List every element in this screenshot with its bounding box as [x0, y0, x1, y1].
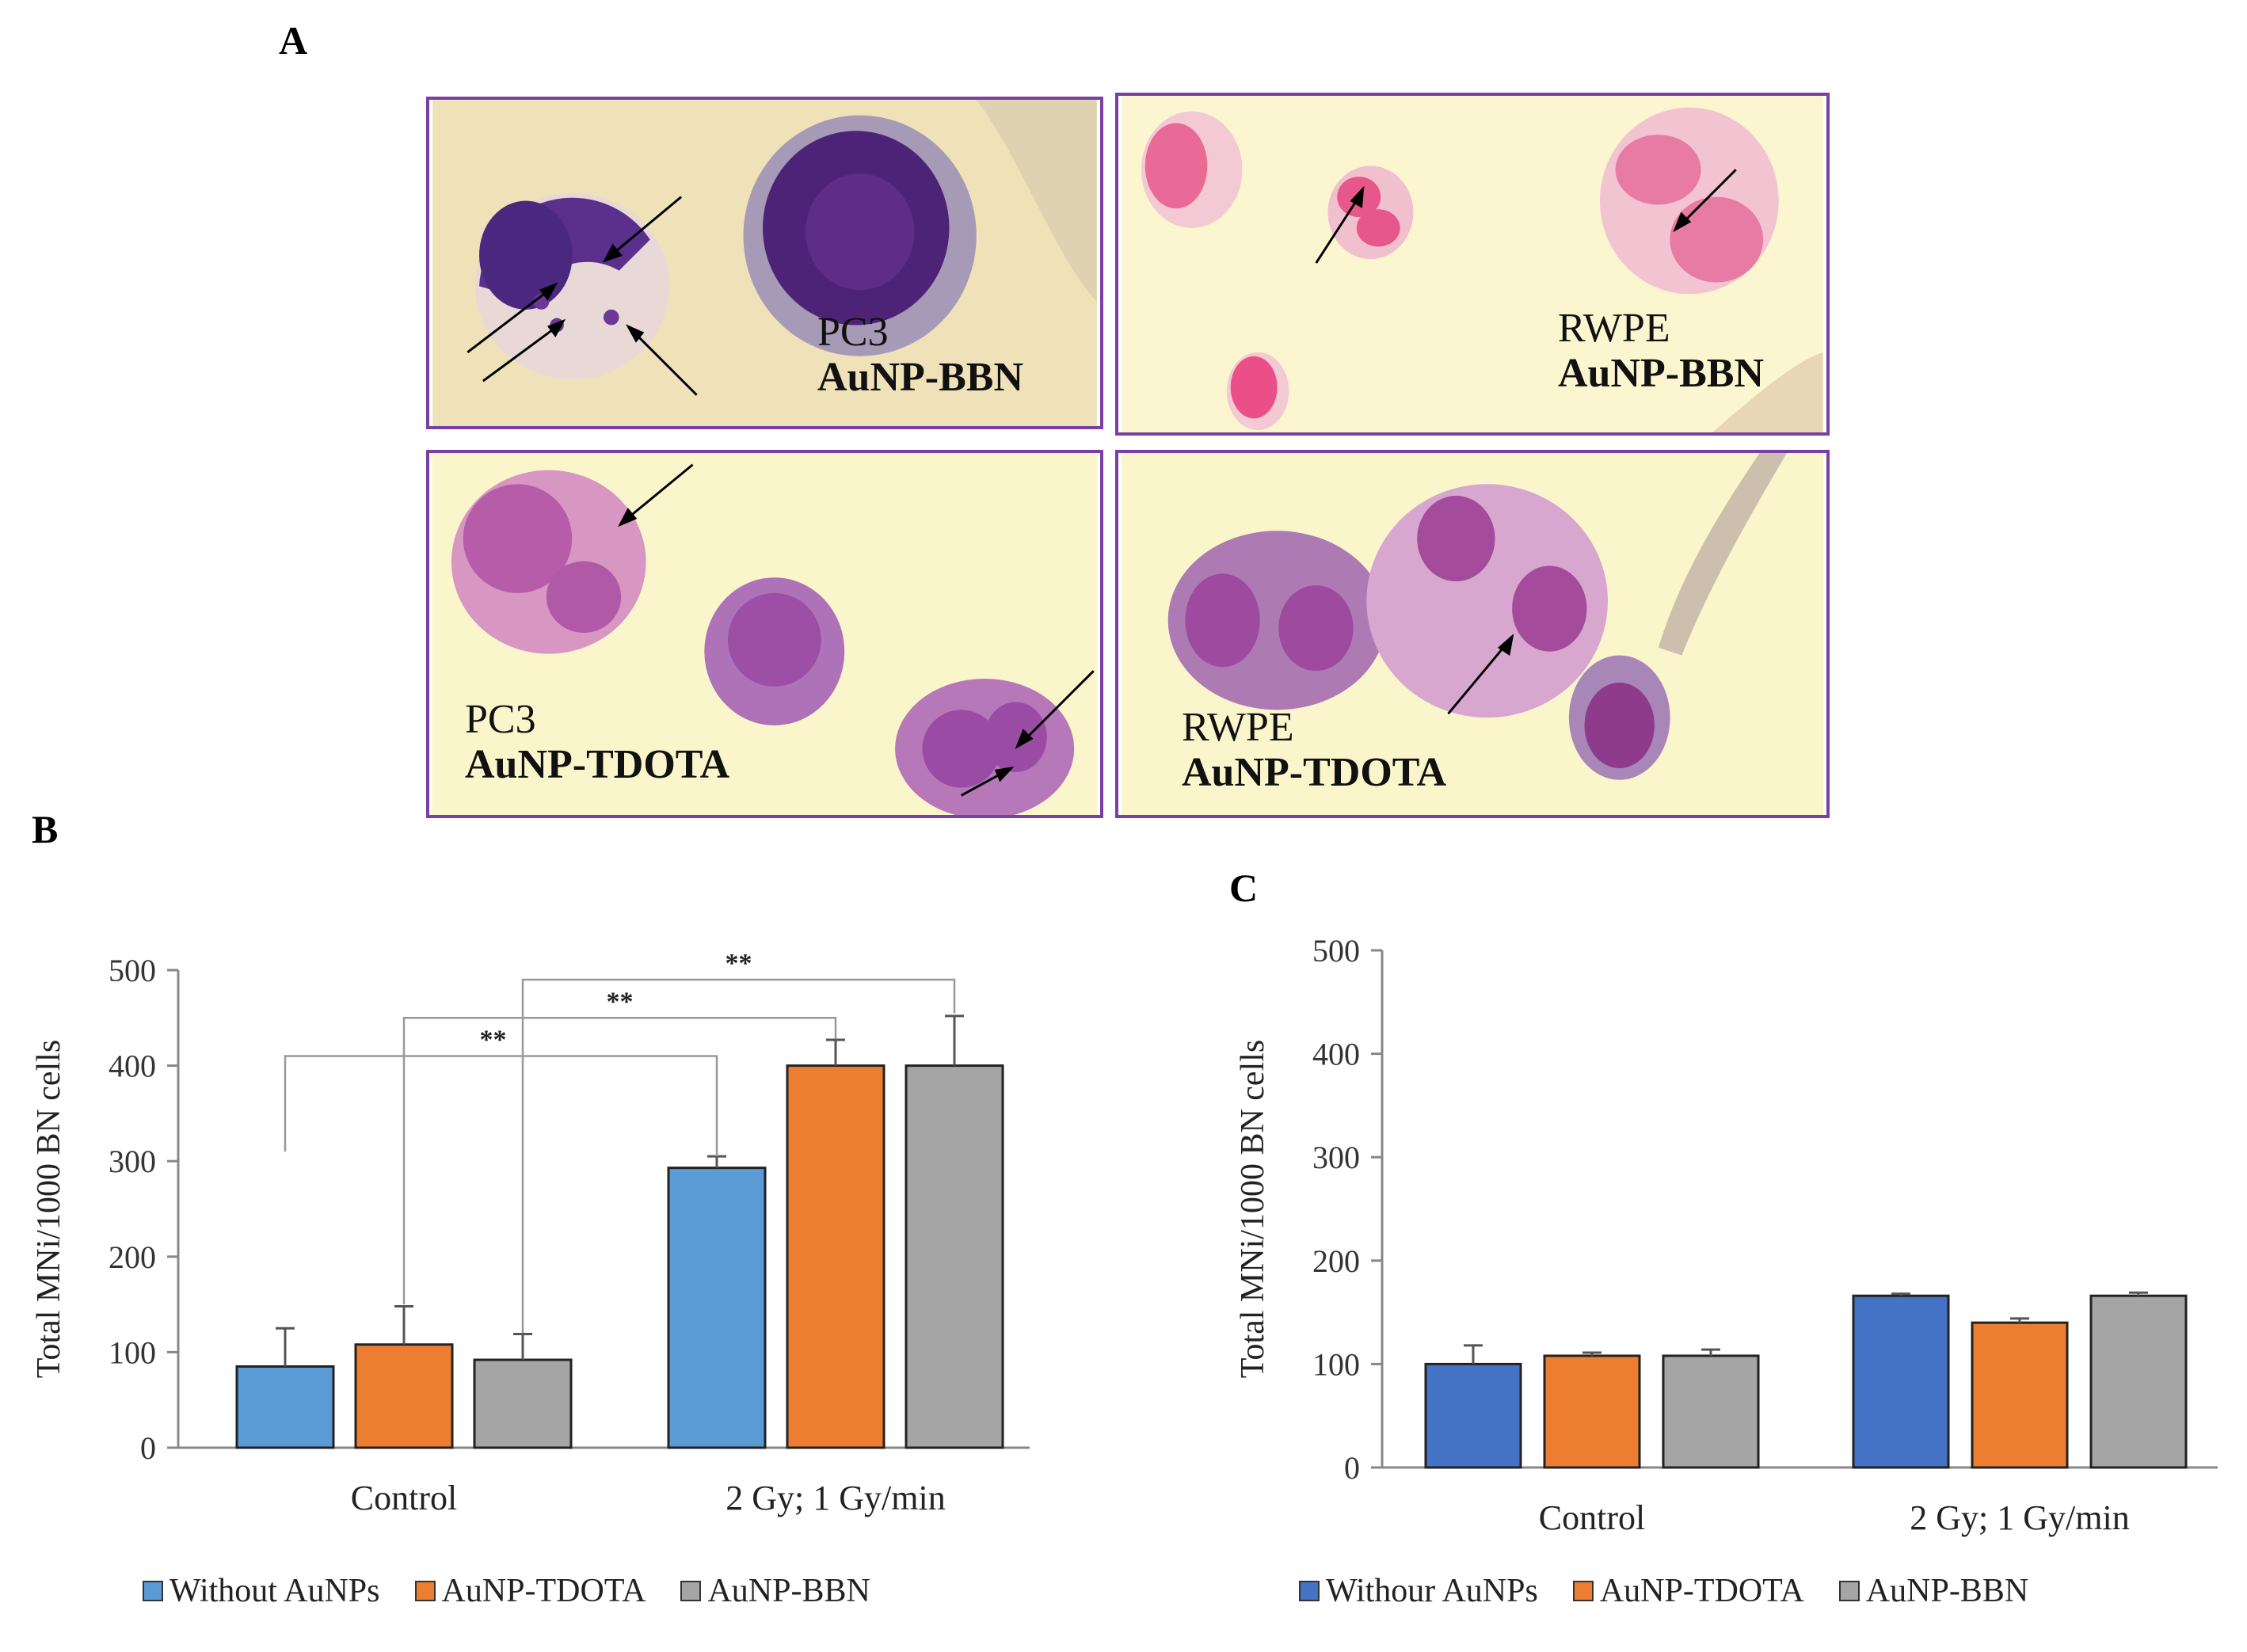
micrograph-rwpe-tdota: RWPE AuNP-TDOTA — [1115, 450, 1830, 818]
y-axis-title: Total MNi/1000 BN cells — [31, 1040, 67, 1379]
legend-label: AuNP-TDOTA — [1599, 1573, 1804, 1609]
y-tick-label: 100 — [1312, 1346, 1360, 1382]
legend-label: Without AuNPs — [169, 1573, 380, 1609]
micrograph-pc3-tdota-image — [432, 453, 1098, 815]
y-tick-label: 0 — [1344, 1450, 1360, 1486]
bar — [354, 1343, 454, 1449]
significance-label: ** — [607, 987, 634, 1016]
y-tick-label: 300 — [1312, 1140, 1360, 1175]
y-tick-label: 300 — [109, 1144, 156, 1179]
significance-bracket — [402, 1017, 837, 1305]
legend-label: Withour AuNPs — [1326, 1573, 1538, 1609]
micrograph-rwpe-bbn-label: RWPE AuNP-BBN — [1558, 306, 1764, 396]
legend-swatch — [1299, 1581, 1320, 1601]
bar — [905, 1064, 1004, 1449]
micrograph-cell: PC3 — [465, 697, 536, 742]
bar — [786, 1064, 885, 1449]
panel-letter-a: A — [279, 18, 308, 63]
bar — [1662, 1354, 1760, 1469]
micrograph-treatment: AuNP-BBN — [1558, 351, 1765, 397]
y-tick-label: 500 — [1312, 933, 1360, 969]
chart-c-legend: Withour AuNPs AuNP-TDOTA AuNP-BBN — [1299, 1572, 2063, 1610]
legend-swatch — [1838, 1581, 1860, 1601]
bar — [667, 1167, 767, 1449]
legend-item: AuNP-TDOTA — [1572, 1572, 1804, 1610]
y-tick-label: 400 — [109, 1049, 156, 1084]
y-tick-label: 200 — [109, 1239, 156, 1275]
micrograph-pc3-bbn-label: PC3 AuNP-BBN — [817, 310, 1023, 400]
x-category-label: 2 Gy; 1 Gy/min — [1910, 1498, 2129, 1537]
micrograph-rwpe-tdota-image — [1121, 453, 1824, 815]
micrograph-cell: RWPE — [1182, 705, 1294, 750]
legend-item: Withour AuNPs — [1299, 1572, 1538, 1610]
bar — [1852, 1294, 1950, 1469]
chart-c-plot: 0 100 200 300 400 500 Total MNi/1000 BN cells C… — [1235, 933, 2218, 1537]
significance-label: ** — [480, 1026, 507, 1055]
micrograph-treatment: AuNP-TDOTA — [1182, 750, 1447, 796]
micrograph-treatment: AuNP-TDOTA — [465, 742, 730, 788]
legend-item: Without AuNPs — [143, 1572, 380, 1610]
y-tick-label: 400 — [1312, 1037, 1360, 1072]
y-tick-label: 200 — [1312, 1243, 1360, 1279]
legend-item: AuNP-BBN — [1838, 1572, 2029, 1610]
y-tick-label: 500 — [109, 953, 156, 988]
legend-swatch — [143, 1581, 163, 1601]
legend-item: AuNP-TDOTA — [414, 1572, 646, 1610]
panel-letter-b: B — [32, 807, 59, 851]
x-category-label: Control — [1539, 1498, 1645, 1537]
chart-c: 0 100 200 300 400 500 Total MNi/1000 BN cells C… — [1204, 919, 2247, 1552]
chart-b-legend: Without AuNPs AuNP-TDOTA AuNP-BBN — [143, 1572, 905, 1610]
x-category-label: Control — [351, 1479, 457, 1517]
panel-letter-c: C — [1229, 866, 1259, 910]
bar — [1971, 1321, 2069, 1469]
significance-bracket — [521, 978, 956, 1334]
y-axis-title: Total MNi/1000 BN cells — [1235, 1040, 1271, 1379]
micrograph-rwpe-bbn: RWPE AuNP-BBN — [1115, 93, 1830, 436]
y-tick-label: 100 — [109, 1334, 156, 1370]
chart-b-plot: 0 100 200 300 400 500 Total MNi/1000 BN cells C… — [31, 949, 1030, 1517]
legend-label: AuNP-BBN — [1865, 1573, 2029, 1609]
micrograph-pc3-bbn-image — [432, 100, 1097, 426]
y-tick-label: 0 — [140, 1430, 156, 1466]
chart-b: 0 100 200 300 400 500 Total MNi/1000 BN cells C… — [0, 919, 1077, 1536]
legend-swatch — [414, 1581, 436, 1601]
micrograph-pc3-bbn: PC3 AuNP-BBN — [426, 97, 1103, 429]
legend-swatch — [1572, 1581, 1594, 1601]
bar — [473, 1358, 573, 1449]
significance-bracket — [284, 1055, 718, 1157]
micrograph-pc3-tdota: PC3 AuNP-TDOTA — [426, 450, 1103, 818]
micrograph-treatment: AuNP-BBN — [817, 355, 1024, 401]
micrograph-rwpe-tdota-label: RWPE AuNP-TDOTA — [1182, 705, 1446, 795]
legend-swatch — [680, 1581, 702, 1601]
bar — [235, 1365, 335, 1449]
legend-label: AuNP-TDOTA — [441, 1573, 646, 1609]
micrograph-cell: RWPE — [1558, 306, 1670, 351]
bar — [1424, 1362, 1522, 1469]
micrograph-cell: PC3 — [817, 310, 889, 355]
legend-item: AuNP-BBN — [680, 1572, 870, 1610]
bar — [1543, 1354, 1641, 1469]
bar — [2089, 1294, 2188, 1469]
micrograph-rwpe-bbn-image — [1122, 96, 1823, 432]
x-category-label: 2 Gy; 1 Gy/min — [726, 1479, 945, 1517]
micrograph-pc3-tdota-label: PC3 AuNP-TDOTA — [465, 697, 729, 787]
legend-label: AuNP-BBN — [707, 1573, 870, 1609]
significance-label: ** — [726, 949, 752, 978]
